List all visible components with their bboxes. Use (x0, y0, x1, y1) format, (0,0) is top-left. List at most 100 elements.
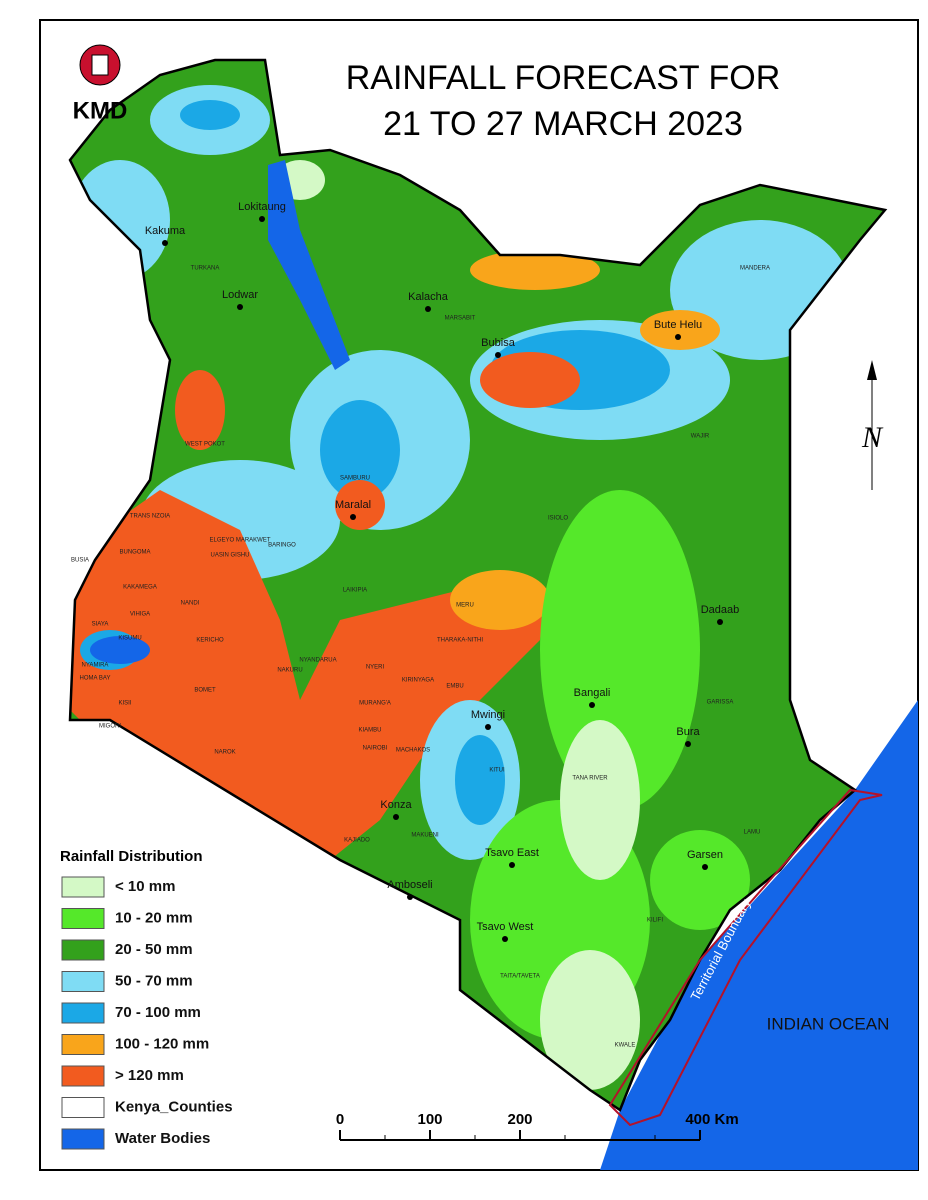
legend-label: < 10 mm (115, 878, 175, 895)
county-label: SAMBURU (340, 476, 370, 482)
legend-swatch (61, 908, 105, 929)
place-label: Tsavo West (477, 921, 534, 933)
county-label: SIAYA (92, 622, 109, 628)
legend-swatch (61, 971, 105, 992)
county-label: LAIKIPIA (343, 588, 367, 594)
place-label: Bubisa (481, 337, 516, 349)
legend-label: 70 - 100 mm (115, 1004, 201, 1021)
county-label: THARAKA-NITHI (437, 638, 483, 644)
place-label: Amboseli (387, 879, 432, 891)
place-dot (407, 894, 413, 900)
place-dot (502, 936, 508, 942)
place-dot (259, 216, 265, 222)
county-label: NANDI (181, 601, 200, 607)
county-label: BUNGOMA (119, 550, 150, 556)
legend-label: 50 - 70 mm (115, 972, 193, 989)
place-dot (702, 864, 708, 870)
rainfall-zone (450, 570, 550, 630)
rainfall-zone (335, 480, 385, 530)
rainfall-zone (320, 400, 400, 500)
county-label: TURKANA (191, 266, 220, 272)
legend-label: 10 - 20 mm (115, 909, 193, 926)
county-label: HOMA BAY (80, 676, 111, 682)
rainfall-zone (455, 735, 505, 825)
scale-label: 200 (507, 1111, 532, 1128)
legend: < 10 mm 10 - 20 mm 20 - 50 mm 50 - 70 mm 70 … (61, 876, 233, 1150)
rainfall-zone (650, 830, 750, 930)
county-label: KIRINYAGA (402, 678, 434, 684)
legend-label: 100 - 120 mm (115, 1035, 209, 1052)
county-label: KAJIADO (344, 838, 370, 844)
place-dot (162, 240, 168, 246)
county-label: KIAMBU (358, 728, 381, 734)
legend-title: Rainfall Distribution (60, 848, 203, 865)
county-label: TRANS NZOIA (130, 514, 170, 520)
county-label: KWALE (615, 1043, 636, 1049)
place-dot (685, 741, 691, 747)
county-label: MIGORI (99, 724, 121, 730)
county-label: GARISSA (707, 700, 734, 706)
county-label: NAROK (214, 750, 235, 756)
rainfall-zone (480, 352, 580, 408)
place-label: Lodwar (222, 289, 258, 301)
rainfall-zone (175, 370, 225, 450)
territorial-boundary (608, 788, 883, 1127)
scale-label: 400 Km (685, 1111, 738, 1128)
place-dot (589, 702, 595, 708)
county-label: NYAMIRA (82, 663, 109, 669)
county-label: UASIN GISHU (210, 553, 249, 559)
scale-label: 0 (336, 1111, 344, 1128)
county-label: ELGEYO MARAKWET (209, 538, 270, 544)
county-label: KAKAMEGA (123, 585, 157, 591)
rainfall-zone (180, 100, 240, 130)
county-label: VIHIGA (130, 612, 150, 618)
county-label: KISII (118, 701, 131, 707)
place-label: Bura (676, 726, 700, 738)
county-label: MERU (456, 603, 474, 609)
county-label: BUSIA (71, 558, 89, 564)
county-label: LAMU (744, 830, 761, 836)
county-label: NYANDARUA (299, 658, 336, 664)
place-dot (350, 514, 356, 520)
ocean-label: INDIAN OCEAN (767, 1014, 890, 1033)
place-label: Mwingi (471, 709, 505, 721)
county-label: MANDERA (740, 266, 770, 272)
place-dot (717, 619, 723, 625)
place-dot (237, 304, 243, 310)
county-label: EMBU (446, 684, 463, 690)
place-label: Maralal (335, 499, 371, 511)
north-head (867, 360, 877, 380)
legend-swatch (61, 1034, 105, 1055)
place-dot (675, 334, 681, 340)
legend-swatch (61, 1097, 105, 1118)
lake (268, 160, 350, 370)
scale-bar: 0 100 200 400 Km (336, 1111, 739, 1141)
place-dot (495, 352, 501, 358)
rainfall-zone (640, 310, 720, 350)
county-label: TANA RIVER (572, 776, 608, 782)
legend-label: > 120 mm (115, 1067, 184, 1084)
county-label: KISUMU (118, 636, 141, 642)
county-label: KITUI (489, 768, 505, 774)
county-label: NYERI (366, 665, 385, 671)
place-label: Tsavo East (485, 847, 539, 859)
county-label: TAITA/TAVETA (500, 974, 540, 980)
logo-shield (91, 54, 109, 76)
county-label: MAKUENI (411, 833, 439, 839)
place-label: Kalacha (408, 291, 449, 303)
legend-swatch (61, 1128, 105, 1150)
rainfall-zone (470, 250, 600, 290)
rainfall-zone (560, 720, 640, 880)
place-dot (425, 306, 431, 312)
legend-label: 20 - 50 mm (115, 941, 193, 958)
place-dot (485, 724, 491, 730)
county-label: ISIOLO (548, 516, 568, 522)
north-arrow: N (861, 360, 884, 490)
logo: KMD (73, 44, 128, 124)
place-label: Bangali (574, 687, 611, 699)
place-label: Dadaab (701, 604, 740, 616)
logo-text: KMD (73, 97, 128, 124)
title-line: 21 TO 27 MARCH 2023 (383, 105, 743, 143)
county-label: BARINGO (268, 543, 296, 549)
